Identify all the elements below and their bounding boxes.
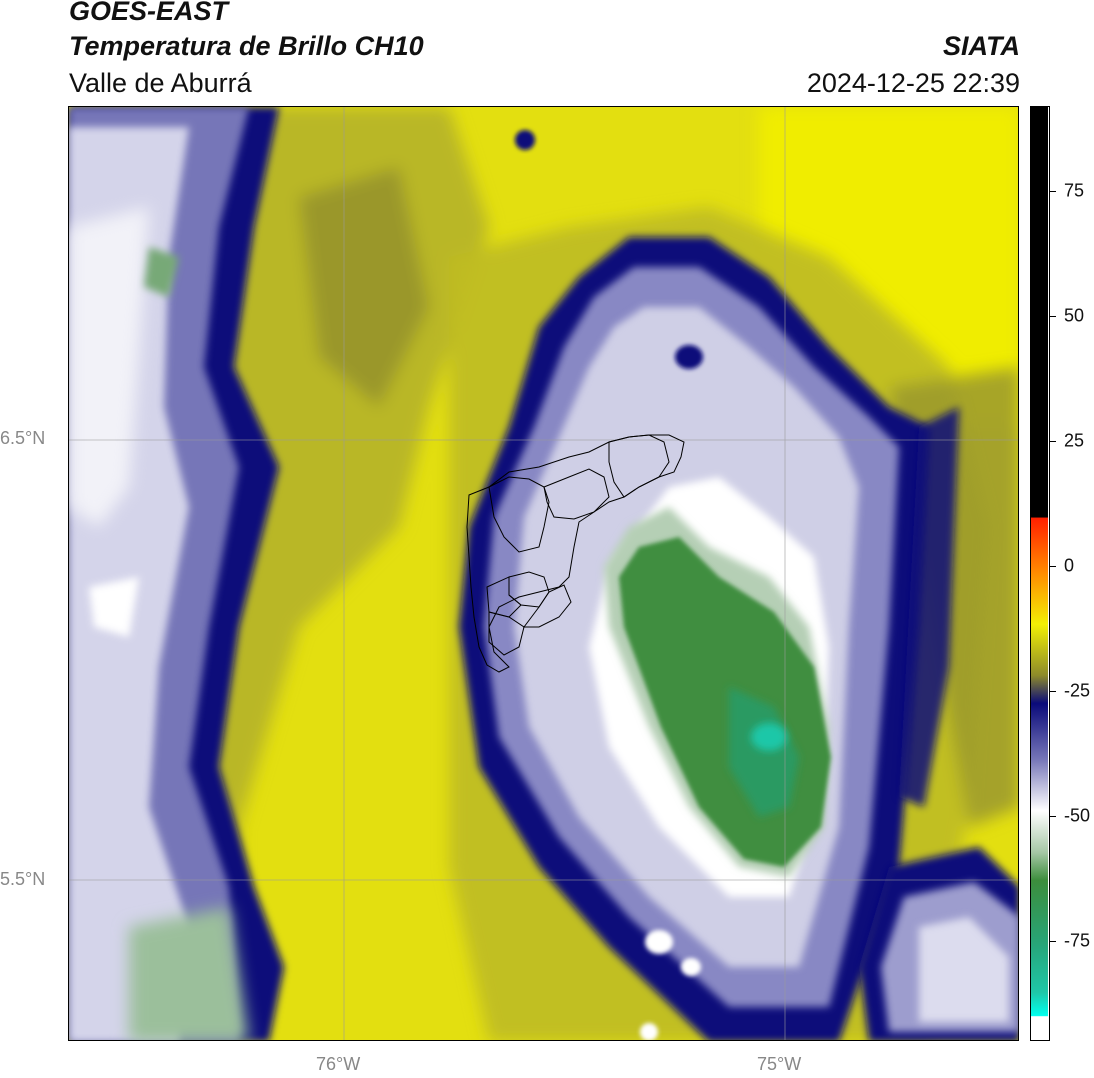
- colorbar-tick-label: 50: [1064, 305, 1085, 326]
- region-subtitle: Valle de Aburrá: [69, 68, 252, 98]
- colorbar-tick-mark: [1050, 316, 1056, 317]
- map-gridlines: [69, 107, 1018, 1040]
- brightness-temperature-map: [68, 106, 1019, 1041]
- central-convective-cell: [459, 130, 929, 1040]
- temperature-colorbar: [1030, 106, 1050, 1041]
- map-canvas: [69, 107, 1018, 1040]
- colorbar-tick-mark: [1050, 691, 1056, 692]
- colorbar-tick-mark: [1050, 816, 1056, 817]
- colorbar-tick-label: 0: [1064, 555, 1075, 576]
- colorbar-gradient: [1031, 107, 1048, 1039]
- valle-de-aburra-boundaries: [466, 434, 685, 673]
- colorbar-tick-label: -75: [1064, 930, 1091, 951]
- satellite-title: GOES-EAST: [69, 0, 229, 26]
- colorbar-tick-mark: [1050, 441, 1056, 442]
- datetime-label: 2024-12-25 22:39: [806, 68, 1020, 98]
- lon-label-75w: 75°W: [757, 1054, 802, 1074]
- colorbar-tick-label: -50: [1064, 805, 1091, 826]
- agency-label: SIATA: [943, 31, 1020, 61]
- lat-label-5-5n: 5.5°N: [0, 869, 46, 889]
- colorbar-tick-mark: [1050, 941, 1056, 942]
- colorbar-tick-label: 75: [1064, 180, 1085, 201]
- product-title: Temperatura de Brillo CH10: [69, 31, 424, 61]
- colorbar-tick-label: -25: [1064, 680, 1091, 701]
- colorbar-tick-mark: [1050, 566, 1056, 567]
- lat-label-6-5n: 6.5°N: [0, 428, 46, 448]
- lon-label-76w: 76°W: [316, 1054, 361, 1074]
- southeast-cloud: [859, 407, 1018, 1040]
- colorbar-tick-mark: [1050, 191, 1056, 192]
- western-cloud-band: [69, 107, 284, 1040]
- colorbar-tick-label: 25: [1064, 430, 1085, 451]
